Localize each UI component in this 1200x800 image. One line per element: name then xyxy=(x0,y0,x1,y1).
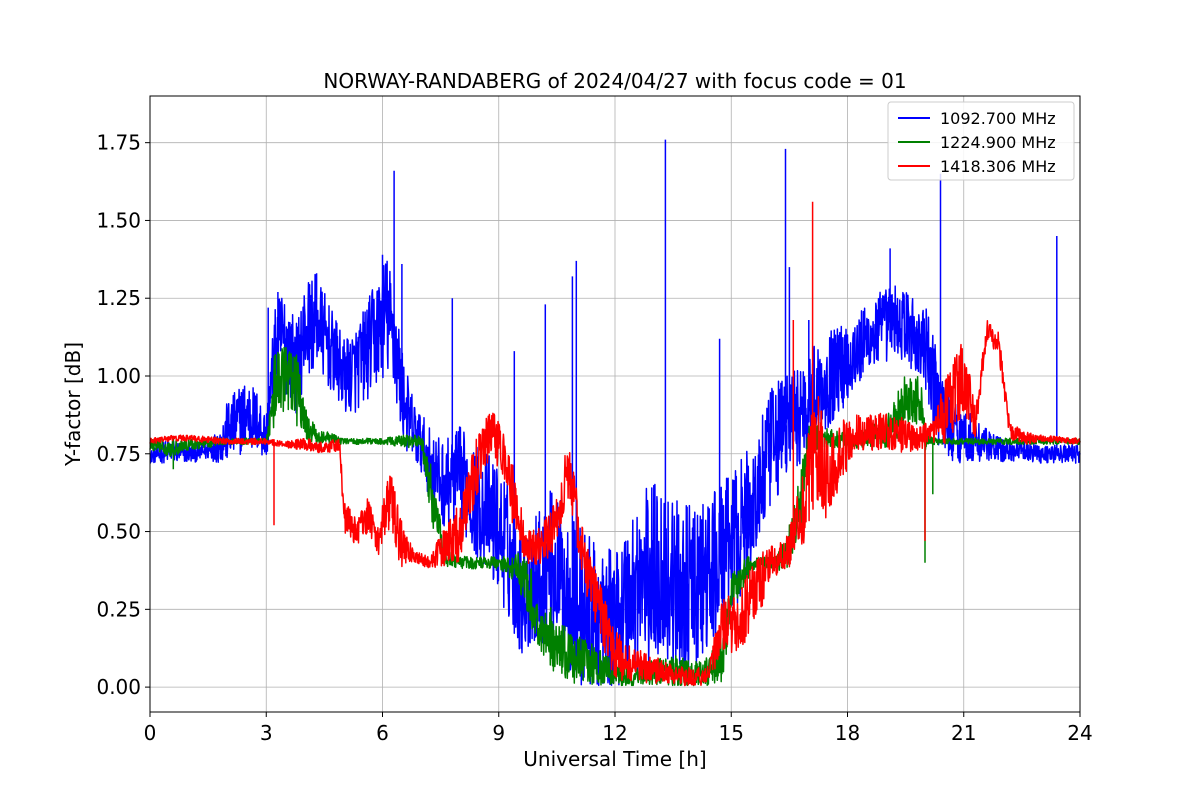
y-axis-label: Y-factor [dB] xyxy=(61,342,85,467)
y-tick-label: 0.00 xyxy=(96,675,141,699)
legend: 1092.700 MHz 1224.900 MHz 1418.306 MHz xyxy=(888,102,1074,180)
x-tick-label: 3 xyxy=(260,721,273,745)
chart-title: NORWAY-RANDABERG of 2024/04/27 with focu… xyxy=(323,69,906,93)
legend-label: 1092.700 MHz xyxy=(940,109,1056,128)
y-tick-label: 0.75 xyxy=(96,442,141,466)
legend-label: 1224.900 MHz xyxy=(940,133,1056,152)
x-axis-label: Universal Time [h] xyxy=(523,747,706,771)
chart: 0 3 6 9 12 15 18 21 24 0.00 0.25 0.50 0.75 1.00 1.25 1.… xyxy=(0,0,1200,800)
y-tick-label: 1.75 xyxy=(96,131,141,155)
y-tick-label: 1.00 xyxy=(96,364,141,388)
x-tick-label: 15 xyxy=(719,721,744,745)
y-tick-label: 0.25 xyxy=(96,597,141,621)
legend-label: 1418.306 MHz xyxy=(940,157,1056,176)
y-tick-label: 1.25 xyxy=(96,286,141,310)
x-tick-label: 6 xyxy=(376,721,389,745)
y-tick-label: 0.50 xyxy=(96,520,141,544)
x-tick-label: 21 xyxy=(951,721,976,745)
x-tick-label: 12 xyxy=(602,721,627,745)
x-tick-label: 0 xyxy=(144,721,157,745)
x-tick-label: 24 xyxy=(1067,721,1092,745)
y-tick-label: 1.50 xyxy=(96,208,141,232)
x-tick-label: 18 xyxy=(835,721,860,745)
x-tick-label: 9 xyxy=(492,721,505,745)
